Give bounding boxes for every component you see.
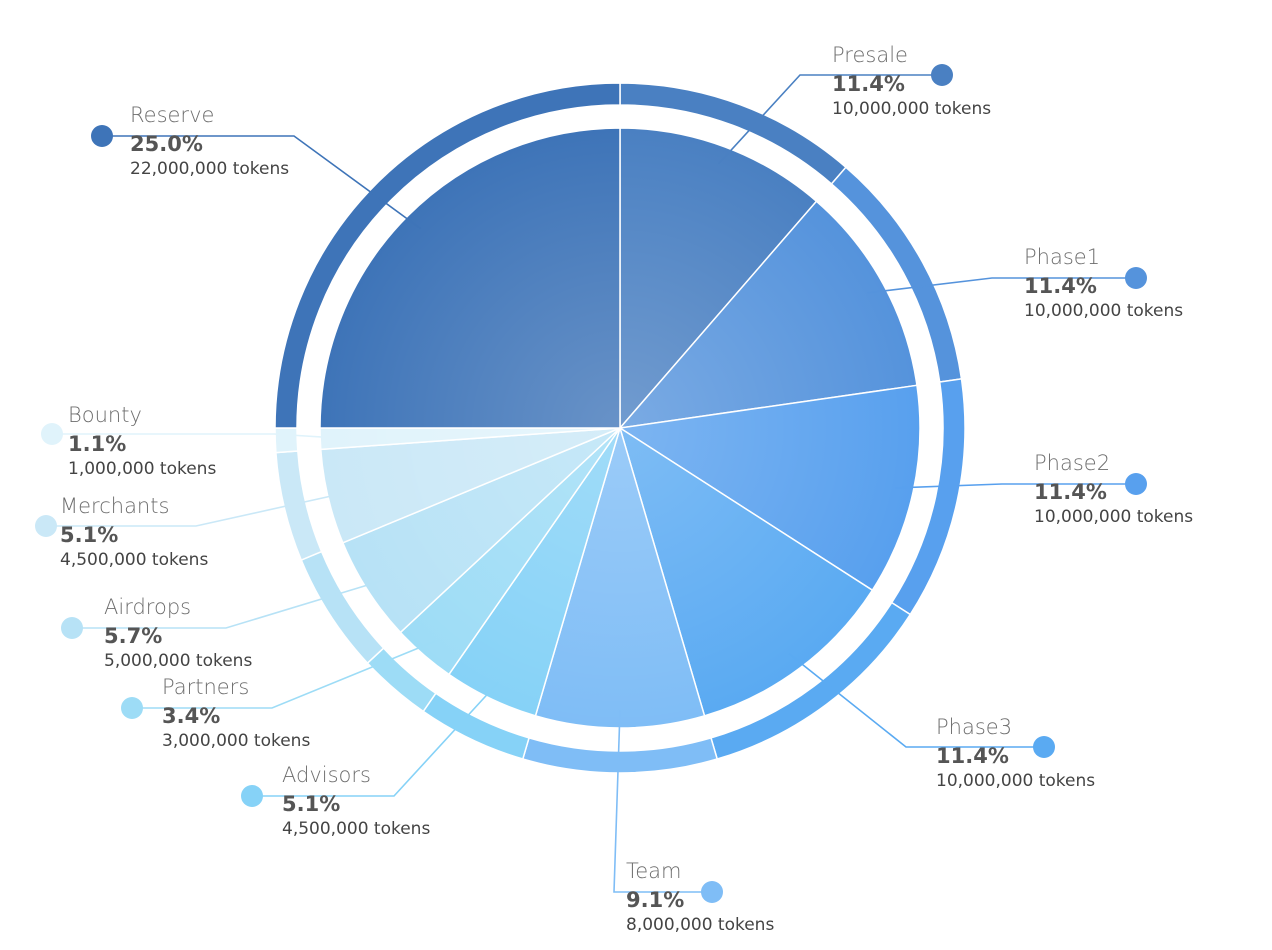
slice-tokens-bounty: 1,000,000 tokens: [68, 459, 216, 479]
slice-tokens-team: 8,000,000 tokens: [626, 915, 774, 935]
marker-dot-phase1: [1125, 267, 1147, 289]
leader-line-team: [613, 709, 712, 893]
slice-label-phase3: Phase3: [936, 715, 1012, 739]
slice-label-phase2: Phase2: [1034, 451, 1110, 475]
marker-dot-merchants: [35, 515, 57, 537]
ring-segment-bounty: [274, 427, 299, 454]
ring-segment-merchants: [275, 450, 323, 562]
slice-percent-partners: 3.4%: [162, 704, 220, 728]
slice-tokens-advisors: 4,500,000 tokens: [282, 819, 430, 839]
slice-percent-phase3: 11.4%: [936, 744, 1009, 768]
slice-tokens-reserve: 22,000,000 tokens: [130, 159, 289, 179]
slice-tokens-merchants: 4,500,000 tokens: [60, 550, 208, 570]
marker-dot-team: [701, 881, 723, 903]
leader-line-presale: [717, 74, 942, 165]
slice-percent-advisors: 5.1%: [282, 792, 340, 816]
slice-label-phase1: Phase1: [1024, 245, 1100, 269]
outer-ring: [274, 82, 966, 774]
leader-line-phase1: [867, 277, 1136, 294]
center-glow: [322, 130, 918, 726]
leader-line-partners: [132, 640, 436, 709]
slice-label-airdrops: Airdrops: [104, 595, 191, 619]
slice-tokens-partners: 3,000,000 tokens: [162, 731, 310, 751]
leader-line-advisors: [252, 681, 499, 797]
slice-label-reserve: Reserve: [130, 103, 214, 127]
leader-line-phase2: [895, 483, 1136, 489]
ring-segment-team: [521, 736, 719, 774]
slice-percent-bounty: 1.1%: [68, 432, 126, 456]
slice-percent-phase1: 11.4%: [1024, 274, 1097, 298]
marker-dot-partners: [121, 697, 143, 719]
marker-dot-reserve: [91, 125, 113, 147]
slice-tokens-presale: 10,000,000 tokens: [832, 99, 991, 119]
slice-tokens-phase2: 10,000,000 tokens: [1034, 507, 1193, 527]
marker-dot-advisors: [241, 785, 263, 807]
slice-percent-airdrops: 5.7%: [104, 624, 162, 648]
leader-lines: [35, 64, 1147, 903]
leader-line-bounty: [52, 433, 339, 439]
ring-segment-reserve: [274, 82, 621, 429]
slice-label-presale: Presale: [832, 43, 908, 67]
marker-dot-phase3: [1033, 736, 1055, 758]
slice-label-bounty: Bounty: [68, 403, 142, 427]
leader-line-airdrops: [72, 579, 383, 629]
slice-tokens-phase3: 10,000,000 tokens: [936, 771, 1095, 791]
marker-dot-airdrops: [61, 617, 83, 639]
slice-label-partners: Partners: [162, 675, 249, 699]
slice-percent-reserve: 25.0%: [130, 132, 203, 156]
slice-percent-team: 9.1%: [626, 888, 684, 912]
slice-label-advisors: Advisors: [282, 763, 371, 787]
slice-label-team: Team: [626, 859, 682, 883]
slice-percent-merchants: 5.1%: [60, 523, 118, 547]
slice-tokens-airdrops: 5,000,000 tokens: [104, 651, 252, 671]
slice-tokens-phase1: 10,000,000 tokens: [1024, 301, 1183, 321]
slice-percent-presale: 11.4%: [832, 72, 905, 96]
leader-line-reserve: [102, 135, 422, 230]
leader-line-merchants: [46, 492, 346, 527]
slice-label-merchants: Merchants: [60, 494, 169, 518]
slice-labels: Presale 11.4% 10,000,000 tokens Phase1 11.4%…: [60, 43, 1193, 935]
slice-percent-phase2: 11.4%: [1034, 480, 1107, 504]
marker-dot-phase2: [1125, 473, 1147, 495]
ring-segment-partners: [366, 647, 437, 713]
marker-dot-presale: [931, 64, 953, 86]
leader-line-phase3: [788, 653, 1044, 748]
marker-dot-bounty: [41, 423, 63, 445]
